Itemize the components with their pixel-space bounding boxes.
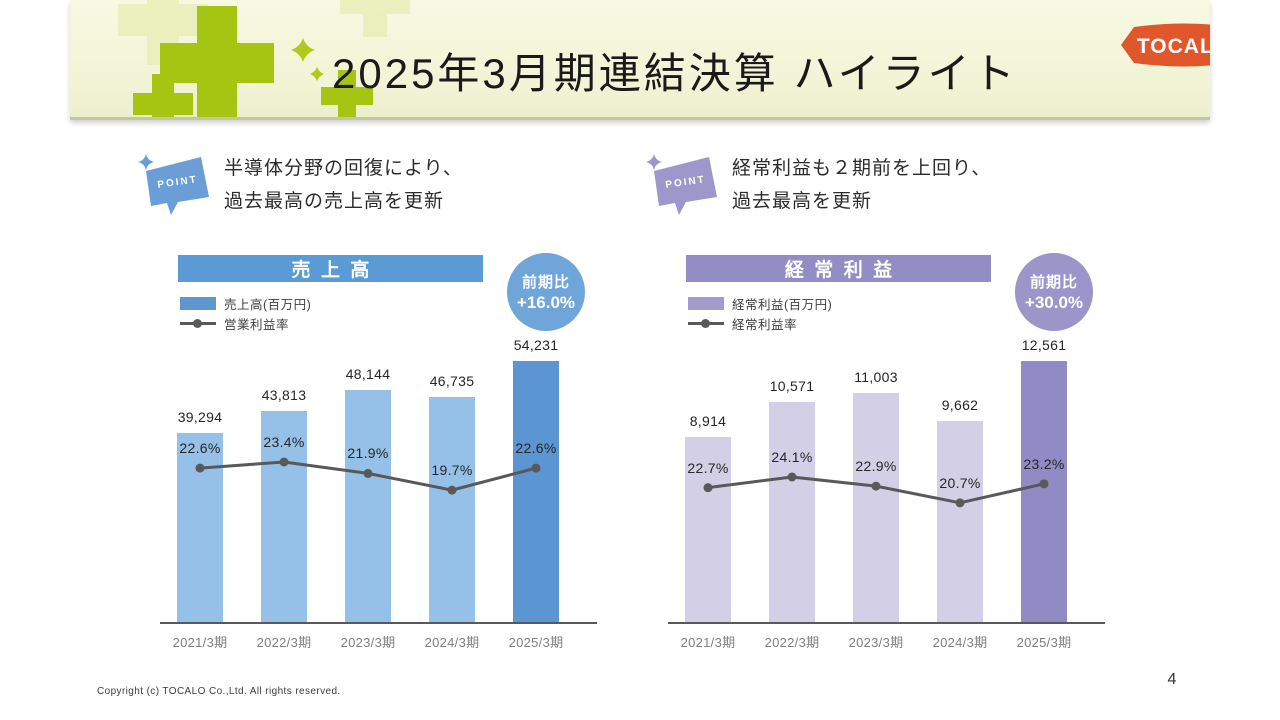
line-point-label: 24.1% — [771, 449, 813, 465]
bar-2024/3期 — [937, 421, 983, 622]
bar-2025/3期 — [1021, 361, 1067, 622]
legend-label: 経常利益(百万円) — [732, 297, 833, 312]
bar-value-label: 8,914 — [689, 413, 727, 429]
bar-2023/3期 — [853, 393, 899, 622]
point-text-line2: 過去最高の売上高を更新 — [224, 191, 445, 212]
bar-value-label: 54,231 — [513, 337, 559, 353]
chart-title-bar: 売上高 — [178, 255, 483, 282]
x-axis-line — [160, 622, 597, 624]
legend-label: 営業利益率 — [224, 317, 290, 332]
badge: 前期比 +30.0% — [1015, 253, 1093, 331]
legend-bar-swatch — [180, 296, 216, 310]
legend-label: 売上高(百万円) — [224, 297, 312, 312]
copyright-text: Copyright (c) TOCALO Co.,Ltd. All rights… — [97, 686, 341, 697]
category-label: 2021/3期 — [680, 635, 736, 650]
bar-value-label: 48,144 — [345, 366, 391, 382]
bar-2023/3期 — [345, 390, 391, 622]
line-point-label: 21.9% — [347, 445, 389, 462]
tocalo-logo: TOCALO — [1118, 22, 1210, 68]
point-text: 半導体分野の回復により、 過去最高の売上高を更新 — [224, 152, 463, 218]
category-label: 2025/3期 — [508, 635, 564, 650]
bar-value-label: 10,571 — [769, 378, 815, 394]
point-text-line1: 半導体分野の回復により、 — [224, 158, 463, 179]
badge-label: 前期比 — [1029, 274, 1078, 291]
line-point-label: 20.7% — [939, 474, 981, 491]
line-point-label: 22.6% — [515, 440, 557, 457]
line-point-label: 23.4% — [263, 434, 305, 450]
logo-text: TOCALO — [1137, 35, 1210, 58]
bar-value-label: 11,003 — [854, 369, 898, 385]
category-label: 2022/3期 — [256, 635, 312, 650]
page-number: 4 — [1167, 671, 1177, 688]
line-point-label: 22.7% — [687, 459, 729, 476]
point-bubble-icon: POINT — [646, 154, 717, 215]
category-label: 2025/3期 — [1016, 635, 1072, 650]
bar-value-label: 43,813 — [261, 387, 307, 403]
green-cross-decoration-icon — [118, 0, 410, 117]
bar-2021/3期 — [685, 437, 731, 622]
category-label: 2023/3期 — [848, 635, 904, 650]
line-point-label: 22.9% — [855, 458, 897, 475]
legend-item-line: 経常利益率 — [688, 313, 832, 333]
chart-title-bar: 経常利益 — [686, 255, 991, 282]
page-title: 2025年3月期連結決算 ハイライト — [332, 50, 1018, 97]
badge-label: 前期比 — [521, 274, 570, 291]
category-label: 2022/3期 — [764, 635, 820, 650]
sales-chart: 売上高 前期比 +16.0% 売上高(百万円) 営業利益率 39,294 22.6… — [160, 253, 600, 673]
legend-item-bar: 経常利益(百万円) — [688, 293, 832, 313]
legend-item-line: 営業利益率 — [180, 313, 311, 333]
bar-2024/3期 — [429, 397, 475, 622]
category-label: 2023/3期 — [340, 635, 396, 650]
line-point-label: 19.7% — [431, 462, 473, 479]
bar-2022/3期 — [769, 402, 815, 622]
line-point-label: 23.2% — [1023, 455, 1065, 472]
line-point-label: 22.6% — [179, 440, 221, 457]
legend-dot-icon — [701, 318, 710, 328]
point-text: 経常利益も２期前を上回り、 過去最高を更新 — [732, 152, 991, 218]
legend-item-bar: 売上高(百万円) — [180, 293, 311, 313]
legend-label: 経常利益率 — [732, 317, 798, 332]
badge: 前期比 +16.0% — [507, 253, 585, 331]
point-text-line2: 過去最高を更新 — [732, 191, 873, 212]
chart-legend: 売上高(百万円) 営業利益率 — [180, 293, 311, 333]
bar-value-label: 46,735 — [429, 373, 475, 389]
point-bubble-icon: POINT — [138, 154, 209, 215]
tocalo-logo-icon: TOCALO — [1121, 23, 1210, 67]
badge-value: +30.0% — [1024, 293, 1084, 312]
bar-2021/3期 — [177, 433, 223, 622]
bar-value-label: 9,662 — [941, 397, 979, 413]
category-label: 2021/3期 — [172, 635, 228, 650]
plot-area: 8,914 22.7% 2021/3期 10,571 24.1% 2022/3期 11,00… — [668, 337, 1108, 670]
point-text-line1: 経常利益も２期前を上回り、 — [732, 158, 992, 179]
header-band: 2025年3月期連結決算 ハイライト TOCALO — [70, 0, 1210, 120]
bar-2025/3期 — [513, 361, 559, 622]
bar-2022/3期 — [261, 411, 307, 622]
legend-line-swatch — [180, 317, 216, 330]
badge-value: +16.0% — [516, 293, 576, 312]
chart-legend: 経常利益(百万円) 経常利益率 — [688, 293, 832, 333]
bar-value-label: 12,561 — [1021, 337, 1067, 353]
bar-value-label: 39,294 — [177, 409, 223, 425]
legend-bar-swatch — [688, 296, 724, 310]
category-label: 2024/3期 — [932, 635, 988, 650]
legend-dot-icon — [193, 318, 202, 328]
plot-area: 39,294 22.6% 2021/3期 43,813 23.4% 2022/3期 48,1… — [160, 337, 600, 670]
category-label: 2024/3期 — [424, 635, 480, 650]
ordinary-profit-chart: 経常利益 前期比 +30.0% 経常利益(百万円) 経常利益率 8,914 22.… — [668, 253, 1108, 673]
legend-line-swatch — [688, 317, 724, 330]
x-axis-line — [668, 622, 1105, 624]
